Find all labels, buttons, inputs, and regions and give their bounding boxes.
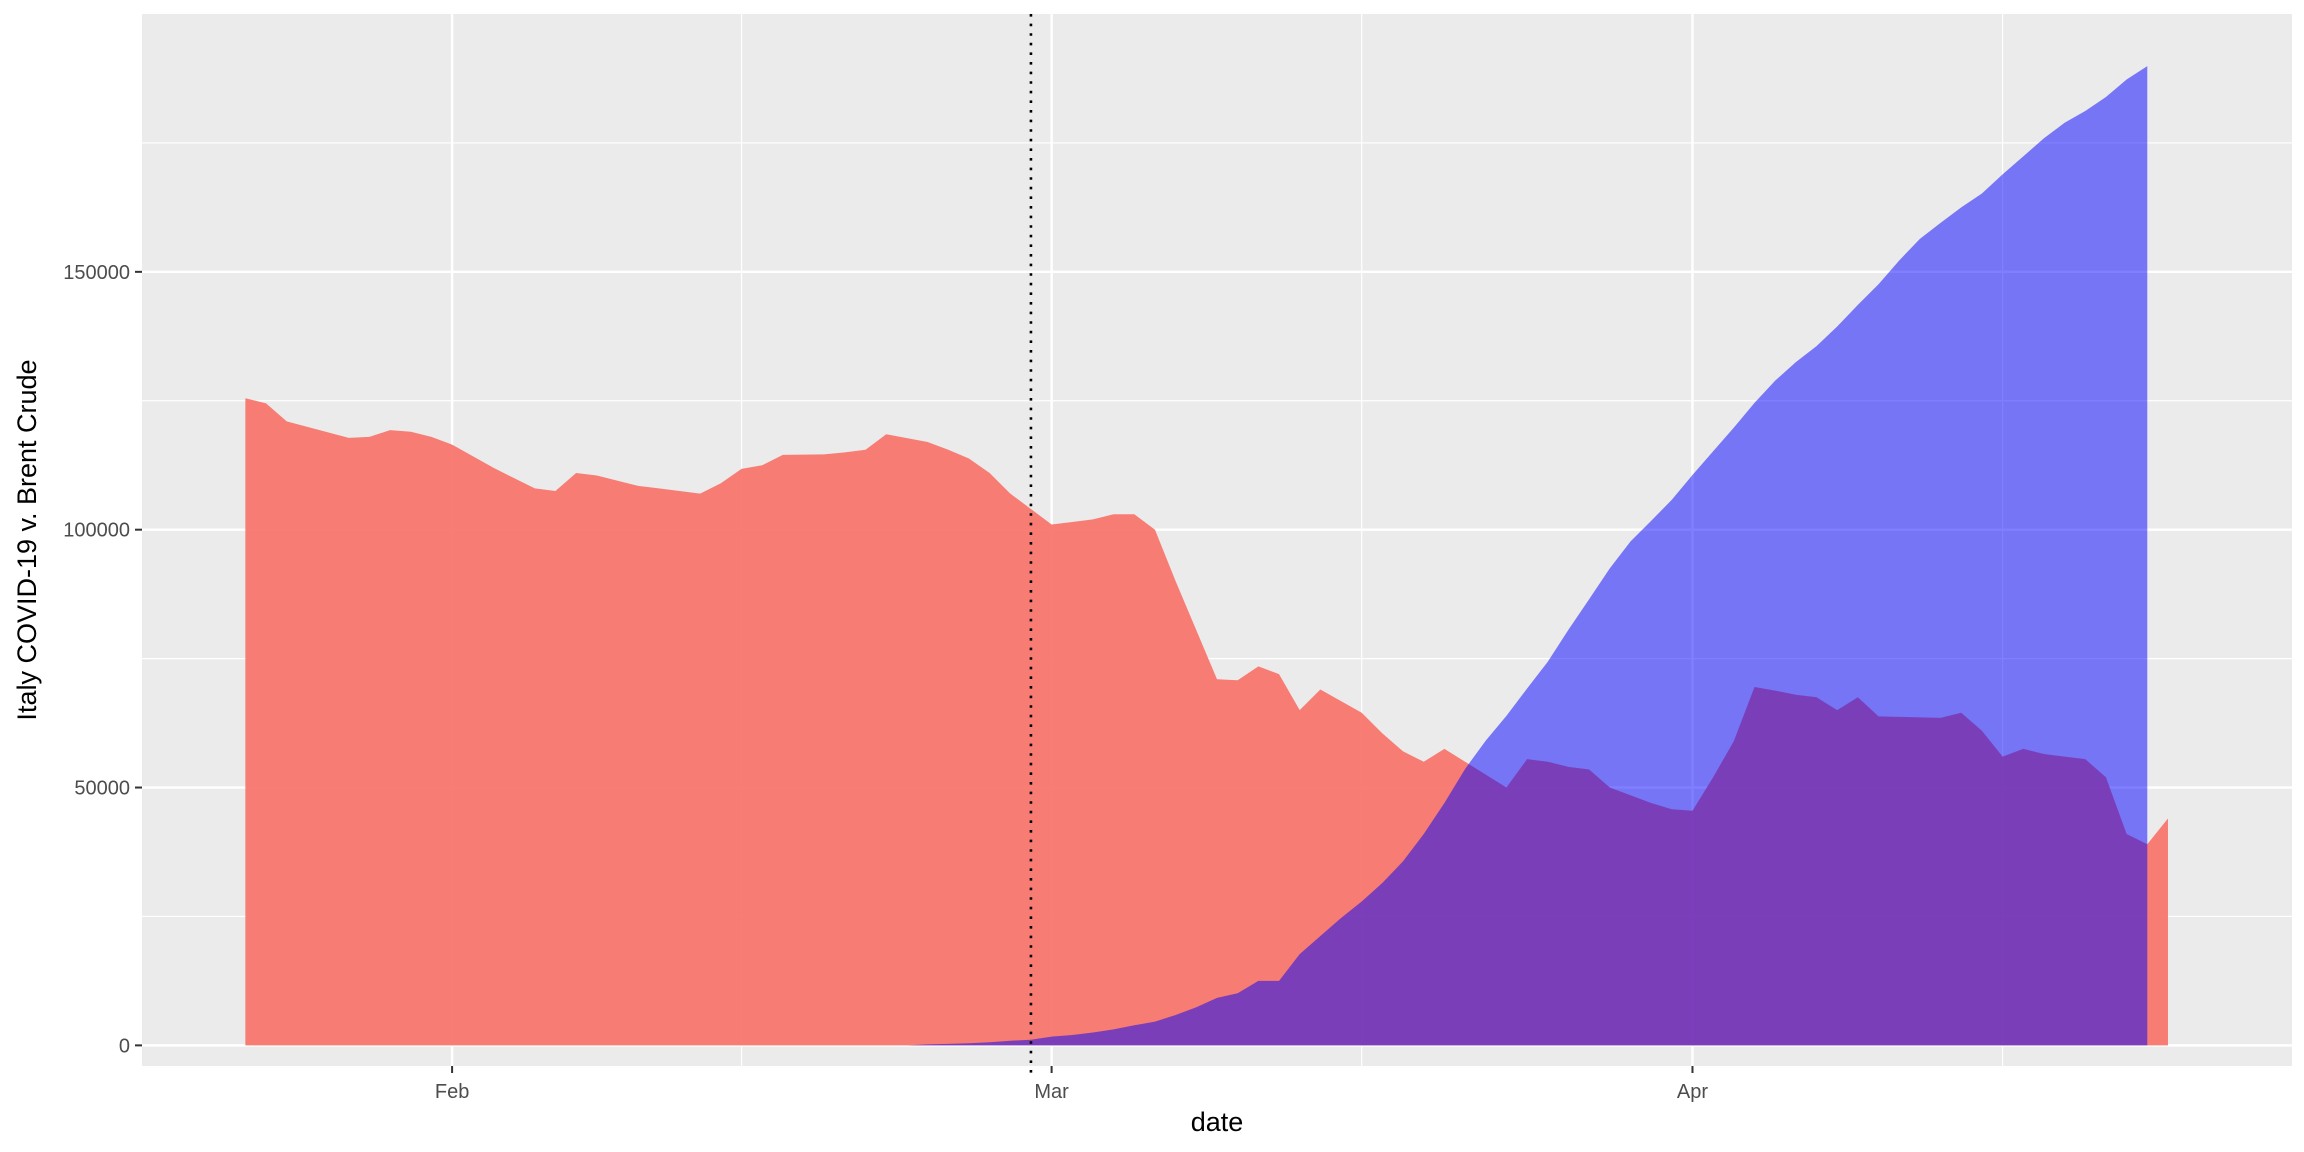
area-series-2 bbox=[906, 66, 2148, 1046]
x-axis: Feb Mar Apr bbox=[435, 1066, 1708, 1103]
y-tick-label: 50000 bbox=[74, 778, 130, 800]
area-series bbox=[245, 66, 2168, 1046]
x-tick-label: Apr bbox=[1677, 1081, 1708, 1103]
y-axis: 0 50000 100000 150000 bbox=[63, 262, 142, 1057]
y-tick-label: 100000 bbox=[63, 520, 130, 542]
x-tick-label: Mar bbox=[1034, 1081, 1069, 1103]
y-tick-label: 150000 bbox=[63, 262, 130, 284]
y-axis-title: Italy COVID-19 v. Brent Crude bbox=[12, 359, 42, 720]
x-axis-title: date bbox=[1191, 1107, 1244, 1137]
y-tick-label: 0 bbox=[119, 1035, 130, 1057]
x-tick-label: Feb bbox=[435, 1081, 469, 1103]
